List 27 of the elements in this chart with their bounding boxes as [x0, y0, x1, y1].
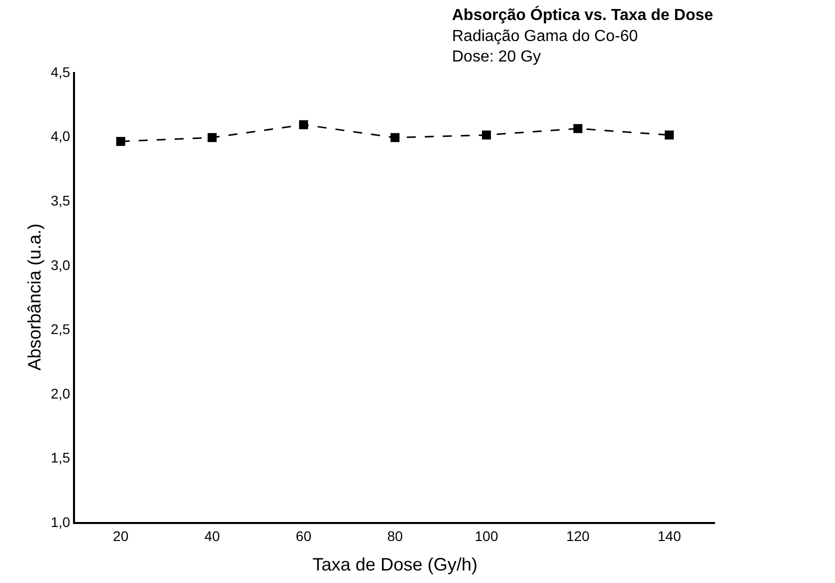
y-tick-label: 3,5: [50, 192, 70, 208]
point: [208, 133, 217, 142]
point: [482, 130, 491, 140]
point: [116, 136, 126, 146]
y-tick-label: 3,0: [50, 256, 70, 273]
y-axis-title: Absorbância (u.a.): [24, 223, 44, 371]
point: [664, 130, 674, 140]
y-tick-label: 2,0: [50, 385, 70, 402]
point: [390, 133, 400, 142]
x-tick-label: 60: [296, 528, 312, 544]
x-tick-label: 80: [387, 528, 403, 544]
y-tick-label: 4,5: [50, 64, 70, 80]
y-tick-label: 1,5: [50, 450, 70, 466]
chart-title: Absorção Óptica vs. Taxa de Dose: [452, 5, 714, 24]
x-tick-label: 140: [658, 528, 682, 544]
x-tick-label: 100: [474, 528, 498, 544]
chart-subtitle: Radiação Gama do Co-60: [452, 28, 638, 45]
x-tick-label: 20: [112, 528, 129, 544]
point: [299, 120, 308, 130]
x-axis-title: Taxa de Dose (Gy/h): [312, 554, 478, 574]
y-tick-label: 2,5: [50, 321, 70, 338]
y-tick-label: 4,0: [50, 128, 70, 144]
point: [573, 124, 582, 134]
x-tick-label: 120: [566, 528, 590, 544]
x-tick-label: 40: [204, 528, 220, 544]
y-tick-label: 1,0: [50, 514, 70, 530]
text: Dose: 20 Gy: [452, 48, 541, 66]
